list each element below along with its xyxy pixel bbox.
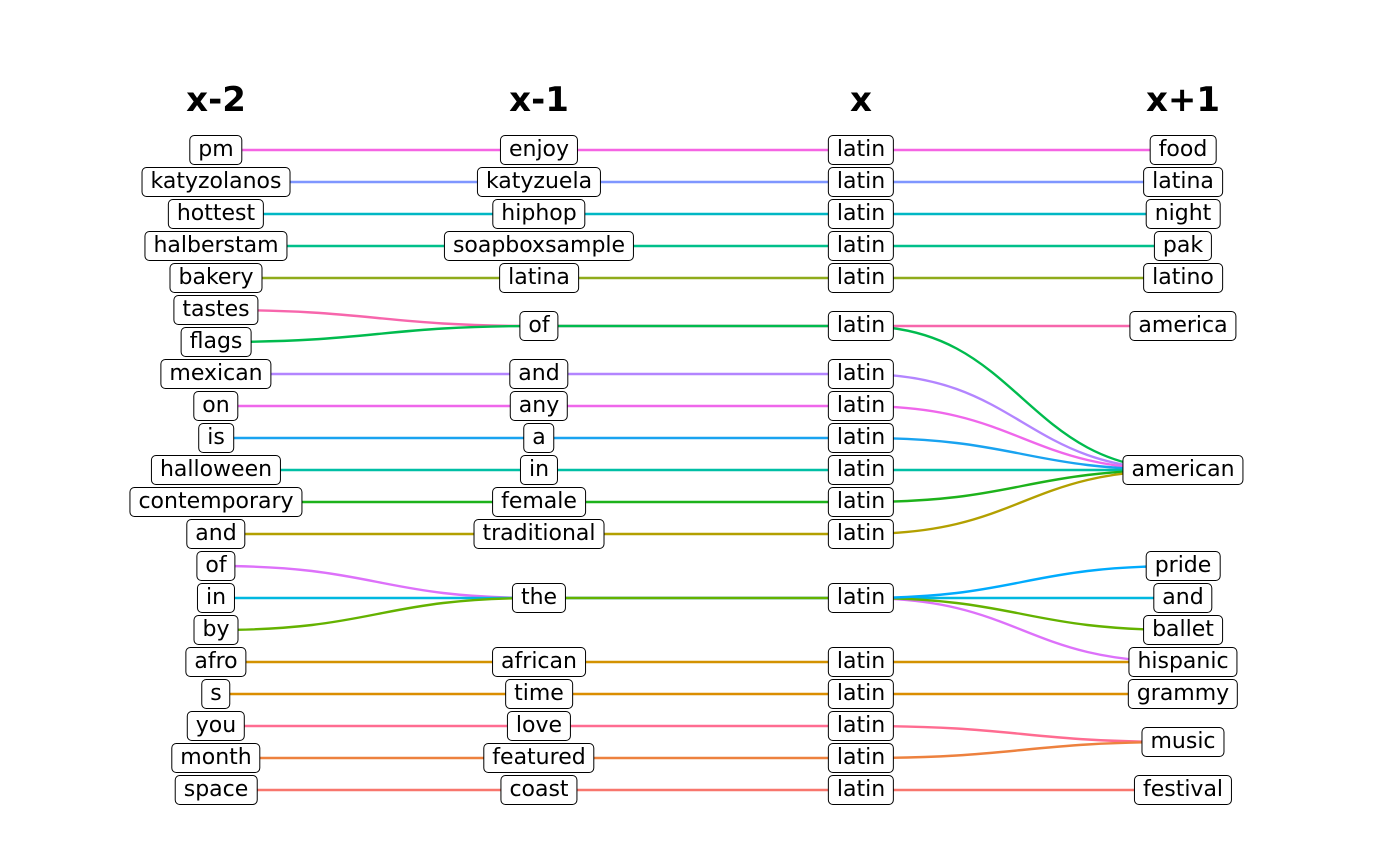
- word-node-x-2: contemporary: [129, 487, 303, 517]
- word-node-x-1: coast: [500, 775, 578, 805]
- word-node-x-2: halloween: [150, 455, 282, 485]
- word-node-x-1: african: [492, 647, 586, 677]
- flow-link: [860, 596, 1184, 632]
- word-node-x-1: the: [511, 583, 567, 613]
- word-node-x: latin: [827, 743, 895, 773]
- word-node-x+1: food: [1149, 135, 1217, 165]
- flow-link: [215, 308, 540, 328]
- word-node-x: latin: [827, 775, 895, 805]
- word-node-x+1: festival: [1133, 775, 1233, 805]
- word-node-x-2: s: [201, 679, 231, 709]
- word-node-x-1: katyzuela: [476, 167, 602, 197]
- word-node-x+1: latina: [1143, 167, 1223, 197]
- word-node-x: latin: [827, 455, 895, 485]
- flow-link: [215, 596, 540, 632]
- word-node-x-2: and: [186, 519, 246, 549]
- word-node-x: latin: [827, 311, 895, 341]
- word-node-x+1: latino: [1143, 263, 1223, 293]
- flow-link: [860, 596, 1184, 664]
- word-node-x: latin: [827, 519, 895, 549]
- word-node-x-2: on: [193, 391, 239, 421]
- word-node-x-2: pm: [189, 135, 243, 165]
- word-node-x-1: of: [519, 311, 559, 341]
- word-node-x-2: hottest: [167, 199, 265, 229]
- word-node-x-2: space: [174, 775, 258, 805]
- word-node-x: latin: [827, 199, 895, 229]
- column-header-x-1: x-1: [509, 80, 569, 120]
- word-node-x-2: month: [171, 743, 261, 773]
- word-node-x-1: hiphop: [492, 199, 586, 229]
- word-node-x: latin: [827, 423, 895, 453]
- word-node-x-2: tastes: [173, 295, 259, 325]
- word-node-x-2: you: [186, 711, 246, 741]
- word-node-x-1: featured: [483, 743, 595, 773]
- word-node-x-2: by: [193, 615, 239, 645]
- flow-link: [860, 324, 1184, 472]
- word-node-x-1: any: [509, 391, 569, 421]
- word-node-x+1: america: [1129, 311, 1237, 341]
- word-node-x+1: american: [1122, 455, 1244, 485]
- word-node-x-1: soapboxsample: [443, 231, 635, 261]
- word-node-x-1: time: [505, 679, 573, 709]
- word-node-x+1: grammy: [1127, 679, 1239, 709]
- word-node-x: latin: [827, 647, 895, 677]
- word-node-x-1: love: [506, 711, 572, 741]
- word-node-x-2: katyzolanos: [141, 167, 291, 197]
- word-node-x-2: bakery: [169, 263, 263, 293]
- word-node-x: latin: [827, 359, 895, 389]
- word-node-x-2: afro: [185, 647, 247, 677]
- word-node-x-1: latina: [499, 263, 579, 293]
- word-node-x: latin: [827, 263, 895, 293]
- word-node-x+1: pak: [1153, 231, 1213, 261]
- word-node-x-2: mexican: [160, 359, 272, 389]
- word-node-x-1: female: [492, 487, 586, 517]
- word-node-x-2: halberstam: [144, 231, 288, 261]
- word-node-x: latin: [827, 711, 895, 741]
- word-node-x+1: pride: [1145, 551, 1221, 581]
- word-node-x: latin: [827, 679, 895, 709]
- word-node-x+1: and: [1153, 583, 1213, 613]
- flow-link: [860, 740, 1184, 760]
- flow-link: [860, 564, 1184, 600]
- word-node-x: latin: [827, 167, 895, 197]
- word-node-x-2: in: [196, 583, 236, 613]
- word-node-x-2: flags: [180, 327, 252, 357]
- word-node-x-1: in: [519, 455, 559, 485]
- flow-link: [215, 564, 540, 600]
- column-header-x+1: x+1: [1145, 80, 1221, 120]
- column-header-x-2: x-2: [186, 80, 246, 120]
- word-node-x+1: hispanic: [1128, 647, 1238, 677]
- word-node-x-1: a: [523, 423, 555, 453]
- word-node-x: latin: [827, 135, 895, 165]
- word-node-x: latin: [827, 231, 895, 261]
- word-node-x-1: traditional: [473, 519, 605, 549]
- flow-link: [215, 324, 540, 344]
- word-node-x-2: of: [196, 551, 236, 581]
- word-node-x+1: night: [1145, 199, 1221, 229]
- word-node-x-1: enjoy: [499, 135, 579, 165]
- word-node-x: latin: [827, 487, 895, 517]
- word-node-x-1: and: [509, 359, 569, 389]
- word-node-x+1: music: [1141, 727, 1225, 757]
- word-node-x: latin: [827, 583, 895, 613]
- word-node-x: latin: [827, 391, 895, 421]
- flow-link: [860, 724, 1184, 744]
- column-header-x: x: [850, 80, 872, 120]
- word-node-x+1: ballet: [1143, 615, 1223, 645]
- word-node-x-2: is: [198, 423, 234, 453]
